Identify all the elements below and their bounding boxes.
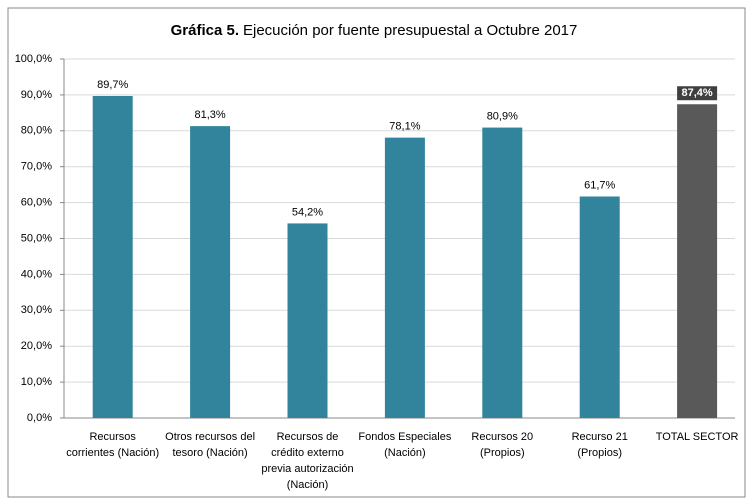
bar (384, 137, 425, 418)
chart-title: Gráfica 5. Ejecución por fuente presupues… (171, 22, 578, 39)
x-tick-label: Recursos de (277, 431, 339, 443)
bar (579, 196, 620, 418)
x-tick-label: (Propios) (577, 447, 622, 459)
x-tick-label: Recursos 20 (471, 431, 533, 443)
y-tick-label: 100,0% (15, 53, 53, 65)
bar (92, 95, 133, 419)
y-tick-label: 50,0% (21, 232, 52, 244)
y-tick-label: 60,0% (21, 197, 52, 209)
x-tick-label: (Propios) (480, 447, 525, 459)
y-tick-label: 40,0% (21, 268, 52, 280)
bar (190, 126, 231, 419)
x-tick-label: Recursos (89, 431, 136, 443)
value-label: 81,3% (194, 109, 225, 121)
value-label: 89,7% (97, 79, 128, 91)
y-tick-label: 10,0% (21, 376, 52, 388)
x-tick-label: crédito externo (271, 447, 344, 459)
bar (482, 127, 523, 418)
title-number: Gráfica 5. (171, 22, 239, 39)
value-label: 54,2% (292, 206, 323, 218)
x-tick-label: Recurso 21 (572, 431, 628, 443)
value-label: 61,7% (584, 179, 615, 191)
title-text: Ejecución por fuente presupuestal a Octu… (243, 22, 577, 39)
value-label: 87,4% (681, 87, 712, 99)
y-tick-label: 20,0% (21, 340, 52, 352)
bar (677, 104, 718, 418)
y-tick-label: 90,0% (21, 89, 52, 101)
y-tick-label: 0,0% (27, 412, 52, 424)
x-tick-label: previa autorización (261, 463, 353, 475)
value-label: 80,9% (487, 110, 518, 122)
value-label: 78,1% (389, 121, 420, 133)
y-tick-label: 30,0% (21, 304, 52, 316)
y-tick-label: 80,0% (21, 125, 52, 137)
x-tick-label: Fondos Especiales (358, 431, 451, 443)
x-tick-label: tesoro (Nación) (172, 447, 247, 459)
x-tick-label: TOTAL SECTOR (656, 431, 739, 443)
bar (287, 223, 328, 418)
x-tick-label: (Nación) (287, 479, 329, 491)
x-tick-label: corrientes (Nación) (66, 447, 159, 459)
value-label-box (677, 86, 718, 101)
y-tick-label: 70,0% (21, 161, 52, 173)
x-tick-label: (Nación) (384, 447, 426, 459)
x-tick-label: Otros recursos del (165, 431, 255, 443)
